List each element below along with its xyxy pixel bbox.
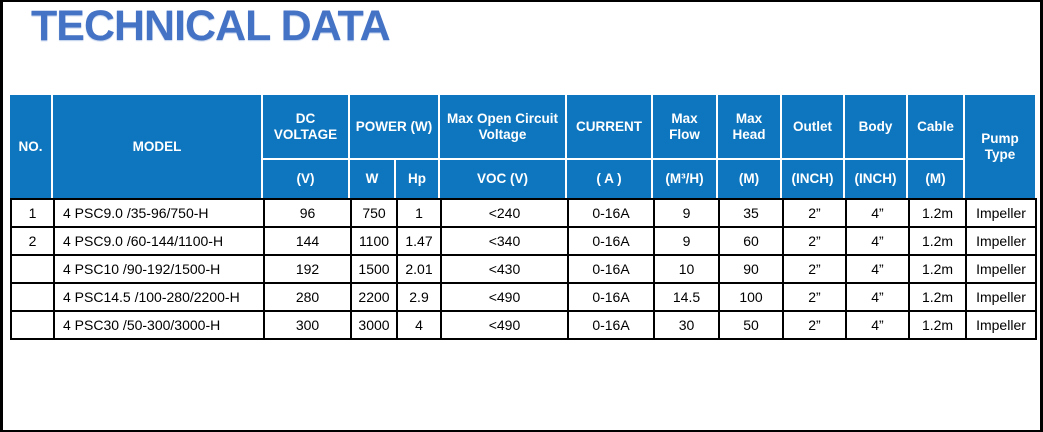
header-unit-inch-body: (INCH) xyxy=(845,160,908,198)
table-body: 1 4 PSC9.0 /35-96/750-H 96 750 1 <240 0-… xyxy=(10,198,1037,340)
cell-cable: 1.2m xyxy=(908,310,967,340)
header-unit-inch-outlet: (INCH) xyxy=(782,160,845,198)
cell-power-hp: 1 xyxy=(396,198,442,228)
cell-max-head: 35 xyxy=(718,198,784,228)
cell-dc-voltage: 280 xyxy=(263,282,352,312)
cell-current: 0-16A xyxy=(567,254,655,284)
cell-outlet: 2” xyxy=(782,226,847,256)
cell-pump-type: Impeller xyxy=(965,198,1037,228)
cell-max-head: 50 xyxy=(718,310,784,340)
cell-power-hp: 2.9 xyxy=(396,282,442,312)
cell-dc-voltage: 300 xyxy=(263,310,352,340)
cell-power-hp: 4 xyxy=(396,310,442,340)
cell-dc-voltage: 192 xyxy=(263,254,352,284)
header-unit-w: W xyxy=(350,160,396,198)
cell-model: 4 PSC30 /50-300/3000-H xyxy=(53,310,265,340)
cell-power-w: 1100 xyxy=(350,226,398,256)
cell-power-w: 1500 xyxy=(350,254,398,284)
header-max-flow: Max Flow xyxy=(653,95,718,160)
cell-power-w: 750 xyxy=(350,198,398,228)
cell-pump-type: Impeller xyxy=(965,254,1037,284)
table-row: 4 PSC30 /50-300/3000-H 300 3000 4 <490 0… xyxy=(10,310,1037,340)
header-dc-voltage: DC VOLTAGE xyxy=(263,95,350,160)
header-current: CURRENT xyxy=(567,95,653,160)
cell-no: 1 xyxy=(10,198,55,228)
cell-body: 4” xyxy=(845,254,910,284)
cell-outlet: 2” xyxy=(782,310,847,340)
header-pump-type: Pump Type xyxy=(965,95,1035,198)
cell-model: 4 PSC10 /90-192/1500-H xyxy=(53,254,265,284)
cell-voc: <430 xyxy=(440,254,569,284)
header-unit-a: ( A ) xyxy=(567,160,653,198)
cell-max-flow: 9 xyxy=(653,226,720,256)
header-unit-voc: VOC (V) xyxy=(440,160,567,198)
header-unit-m-cable: (M) xyxy=(908,160,965,198)
cell-body: 4” xyxy=(845,282,910,312)
header-max-open-circuit-voltage: Max Open Circuit Voltage xyxy=(440,95,567,160)
cell-max-flow: 14.5 xyxy=(653,282,720,312)
technical-data-table: NO. MODEL DC VOLTAGE POWER (W) Max Open … xyxy=(10,95,1037,340)
cell-pump-type: Impeller xyxy=(965,282,1037,312)
table-row: 4 PSC10 /90-192/1500-H 192 1500 2.01 <43… xyxy=(10,254,1037,284)
cell-power-hp: 2.01 xyxy=(396,254,442,284)
cell-max-head: 60 xyxy=(718,226,784,256)
cell-model: 4 PSC9.0 /35-96/750-H xyxy=(53,198,265,228)
table-row: 1 4 PSC9.0 /35-96/750-H 96 750 1 <240 0-… xyxy=(10,198,1037,228)
cell-current: 0-16A xyxy=(567,282,655,312)
table-header: NO. MODEL DC VOLTAGE POWER (W) Max Open … xyxy=(10,95,1035,198)
header-outlet: Outlet xyxy=(782,95,845,160)
cell-power-hp: 1.47 xyxy=(396,226,442,256)
cell-current: 0-16A xyxy=(567,226,655,256)
cell-cable: 1.2m xyxy=(908,226,967,256)
cell-model: 4 PSC9.0 /60-144/1100-H xyxy=(53,226,265,256)
cell-no: 2 xyxy=(10,226,55,256)
cell-outlet: 2” xyxy=(782,282,847,312)
page-title: TECHNICAL DATA xyxy=(31,2,391,50)
cell-outlet: 2” xyxy=(782,254,847,284)
cell-voc: <240 xyxy=(440,198,569,228)
header-max-head: Max Head xyxy=(718,95,782,160)
cell-pump-type: Impeller xyxy=(965,310,1037,340)
cell-body: 4” xyxy=(845,310,910,340)
header-unit-m-head: (M) xyxy=(718,160,782,198)
table-row: 4 PSC14.5 /100-280/2200-H 280 2200 2.9 <… xyxy=(10,282,1037,312)
cell-no xyxy=(10,254,55,284)
cell-max-head: 100 xyxy=(718,282,784,312)
header-cable: Cable xyxy=(908,95,965,160)
cell-max-flow: 30 xyxy=(653,310,720,340)
header-body: Body xyxy=(845,95,908,160)
cell-max-flow: 9 xyxy=(653,198,720,228)
cell-power-w: 2200 xyxy=(350,282,398,312)
cell-body: 4” xyxy=(845,198,910,228)
header-power: POWER (W) xyxy=(350,95,440,160)
cell-no xyxy=(10,310,55,340)
header-unit-hp: Hp xyxy=(396,160,440,198)
header-model: MODEL xyxy=(53,95,263,198)
cell-voc: <490 xyxy=(440,310,569,340)
cell-current: 0-16A xyxy=(567,198,655,228)
table-row: 2 4 PSC9.0 /60-144/1100-H 144 1100 1.47 … xyxy=(10,226,1037,256)
cell-pump-type: Impeller xyxy=(965,226,1037,256)
cell-model: 4 PSC14.5 /100-280/2200-H xyxy=(53,282,265,312)
cell-outlet: 2” xyxy=(782,198,847,228)
cell-no xyxy=(10,282,55,312)
cell-voc: <490 xyxy=(440,282,569,312)
cell-max-flow: 10 xyxy=(653,254,720,284)
cell-dc-voltage: 144 xyxy=(263,226,352,256)
cell-power-w: 3000 xyxy=(350,310,398,340)
cell-voc: <340 xyxy=(440,226,569,256)
cell-cable: 1.2m xyxy=(908,198,967,228)
cell-cable: 1.2m xyxy=(908,254,967,284)
header-unit-m3h: (M³/H) xyxy=(653,160,718,198)
cell-max-head: 90 xyxy=(718,254,784,284)
cell-dc-voltage: 96 xyxy=(263,198,352,228)
cell-cable: 1.2m xyxy=(908,282,967,312)
cell-body: 4” xyxy=(845,226,910,256)
header-no: NO. xyxy=(10,95,53,198)
cell-current: 0-16A xyxy=(567,310,655,340)
header-unit-v: (V) xyxy=(263,160,350,198)
